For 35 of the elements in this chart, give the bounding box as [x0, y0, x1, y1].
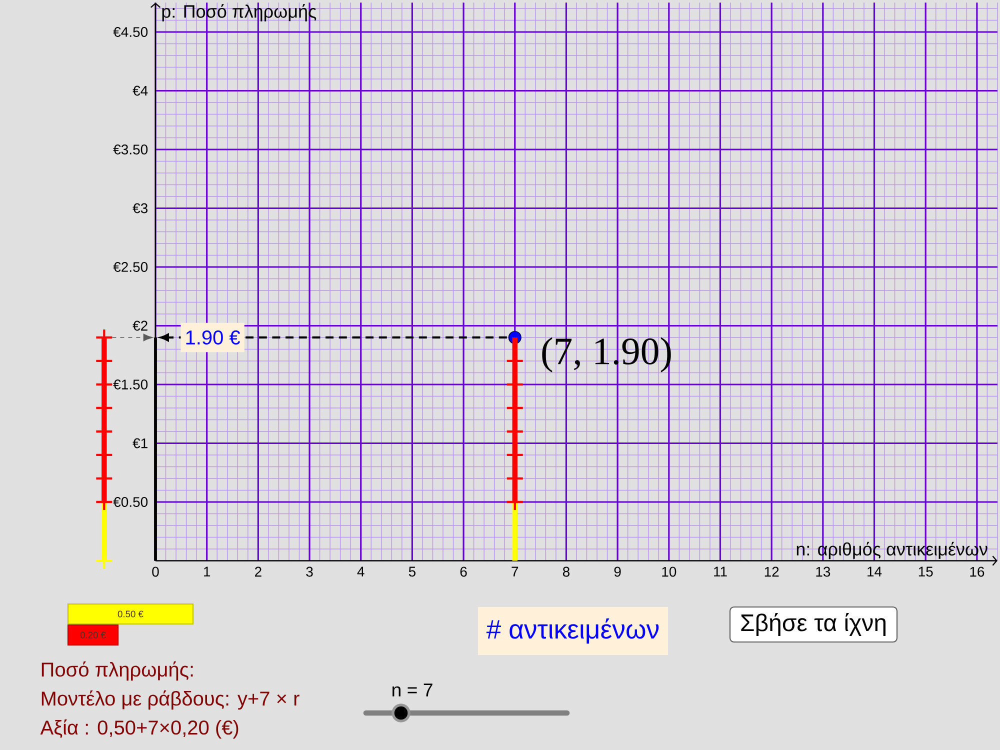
text: 0.20 €: [80, 632, 106, 638]
x-tick-label: 1: [204, 566, 210, 576]
y-tick-label: €2: [132, 320, 148, 331]
x-tick-label: 5: [408, 566, 416, 577]
text: n = 7: [392, 684, 432, 696]
text: Σβήσε τα ίχνη: [741, 612, 886, 636]
x-tick-label: 12: [764, 566, 779, 577]
y-tick-label: €1.50: [113, 380, 148, 390]
y-tick-label: €1: [132, 438, 148, 448]
x-tick-label: 9: [614, 566, 621, 577]
x-tick-label: 13: [816, 566, 830, 577]
x-tick-label: 10: [662, 566, 676, 577]
text: Μοντέλο με ράβδους: y+7 × r: [42, 690, 300, 710]
x-tick-label: 8: [562, 566, 570, 577]
y-tick-label: €3.50: [113, 144, 148, 154]
x-tick-label: 16: [970, 566, 984, 577]
x-tick-label: 15: [918, 566, 933, 577]
text: Ποσό πληρωμής:: [42, 661, 193, 681]
text: 0.50 €: [118, 610, 144, 618]
x-tick-label: 6: [460, 566, 467, 577]
y-tick-label: €3: [132, 203, 148, 214]
y-tick-label: €0.50: [113, 497, 148, 507]
x-tick-label: 2: [255, 566, 262, 577]
x-tick-label: 3: [306, 566, 313, 577]
ref-line-label: 1.90 €: [186, 330, 240, 345]
y-tick-label: €4: [132, 86, 148, 96]
y-tick-label: €4.50: [113, 27, 148, 37]
text: Αξία : 0,50+7×0,20 (€): [40, 719, 238, 739]
x-tick-label: 4: [357, 566, 364, 576]
text: # αντικειμένων: [486, 618, 659, 644]
x-tick-label: 7: [512, 566, 518, 576]
x-tick-label: 14: [868, 566, 882, 576]
x-tick-label: 0: [152, 566, 159, 577]
x-tick-label: 11: [714, 566, 727, 576]
y-tick-label: €2.50: [113, 262, 148, 272]
